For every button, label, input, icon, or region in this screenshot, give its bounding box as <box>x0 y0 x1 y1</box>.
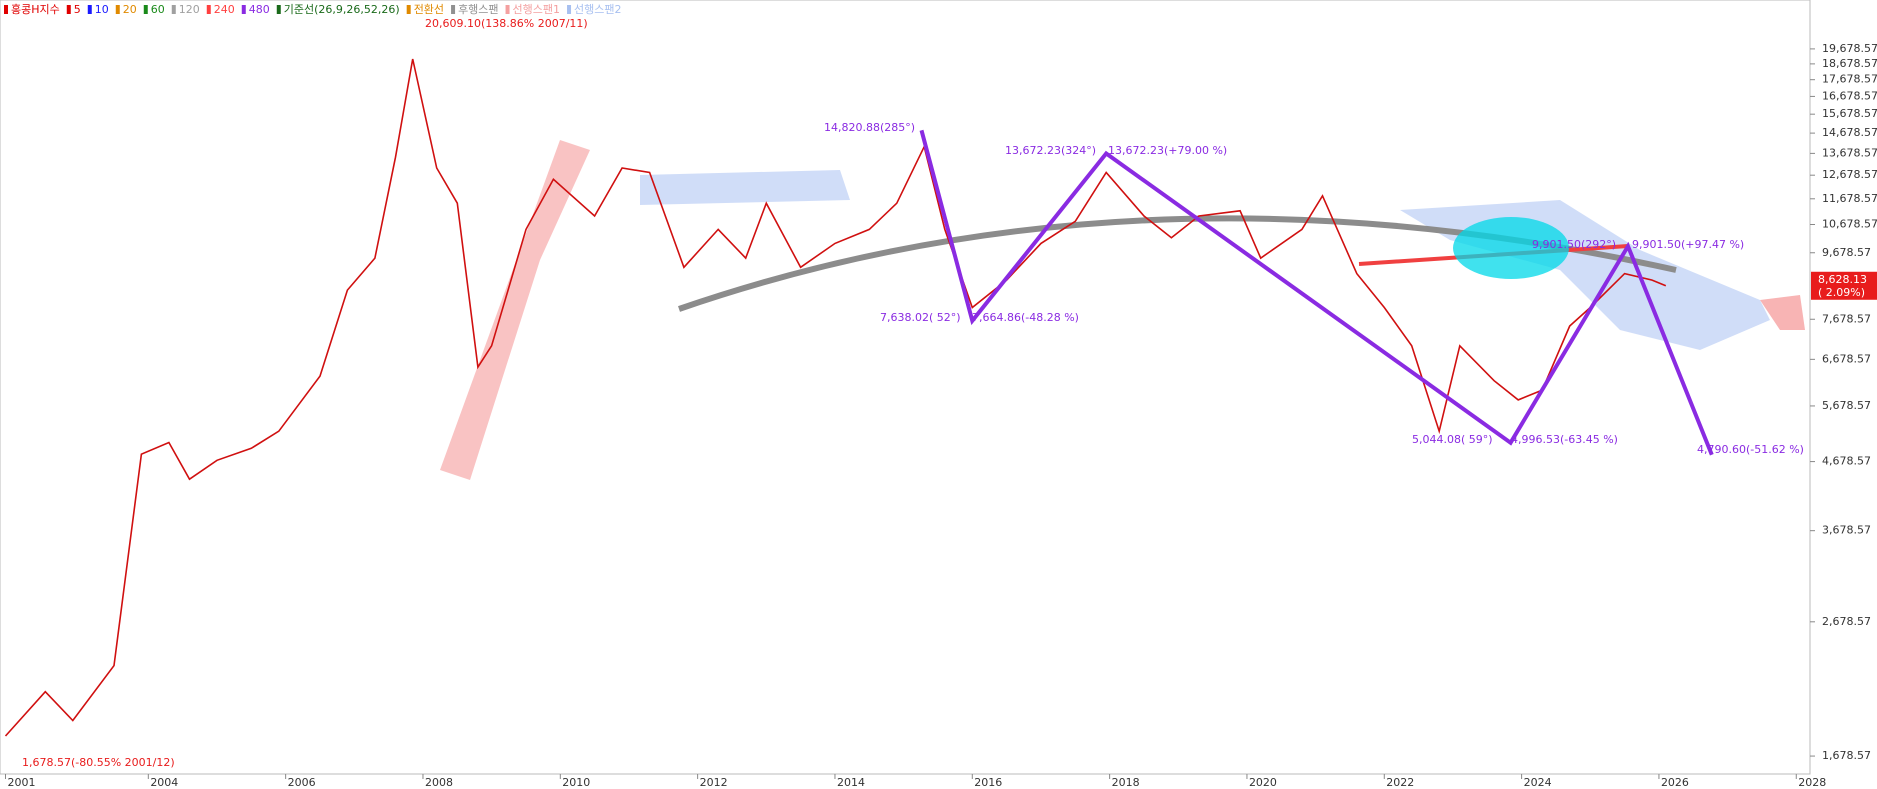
last-price-box <box>1811 271 1877 300</box>
x-tick-label: 2024 <box>1524 776 1552 789</box>
legend-swatch <box>505 5 510 14</box>
y-tick-label: 15,678.57 <box>1822 107 1877 120</box>
legend-swatch <box>171 5 176 14</box>
annotation: 1,678.57(-80.55% 2001/12) <box>22 756 175 769</box>
x-tick-label: 2028 <box>1798 776 1826 789</box>
x-tick-label: 2008 <box>425 776 453 789</box>
y-tick-label: 13,678.57 <box>1822 146 1877 159</box>
annotation: 7,664.86(-48.28 %) <box>972 311 1079 324</box>
last-price-label: 8,628.13 <box>1818 273 1867 286</box>
annotation: 7,638.02( 52°) <box>880 311 961 324</box>
legend-label: 480 <box>249 3 270 16</box>
legend-label: 후행스팬 <box>458 3 498 16</box>
x-tick-label: 2014 <box>837 776 865 789</box>
x-tick-label: 2012 <box>700 776 728 789</box>
highlight-ellipse <box>1453 217 1569 279</box>
legend-swatch <box>143 5 148 14</box>
legend-swatch <box>451 5 456 14</box>
legend-swatch <box>206 5 211 14</box>
legend-label: 120 <box>179 3 200 16</box>
legend-label: 선행스팬2 <box>574 3 621 16</box>
price-line <box>4 58 1667 737</box>
annotation: 9,901.50(+97.47 %) <box>1632 238 1744 251</box>
legend-swatch <box>66 5 71 14</box>
legend-label: 20 <box>123 3 137 16</box>
y-tick-label: 2,678.57 <box>1822 615 1871 628</box>
x-tick-label: 2010 <box>562 776 590 789</box>
annotation: 5,044.08( 59°) <box>1412 433 1493 446</box>
legend-swatch <box>567 5 572 14</box>
legend-label: 전환선 <box>414 3 444 16</box>
legend-label: 60 <box>151 3 165 16</box>
y-tick-label: 6,678.57 <box>1822 352 1871 365</box>
x-tick-label: 2018 <box>1112 776 1140 789</box>
legend-label: 기준선(26,9,26,52,26) <box>284 3 400 16</box>
y-tick-label: 5,678.57 <box>1822 399 1871 412</box>
legend-label: 10 <box>95 3 109 16</box>
legend-swatch <box>4 5 8 14</box>
y-tick-label: 7,678.57 <box>1822 312 1871 325</box>
annotation: 20,609.10(138.86% 2007/11) <box>425 17 588 30</box>
y-tick-label: 10,678.57 <box>1822 218 1877 231</box>
x-tick-label: 2026 <box>1661 776 1689 789</box>
annotation: 13,672.23(324°) <box>1005 144 1096 157</box>
cloud <box>440 140 590 480</box>
y-tick-label: 19,678.57 <box>1822 42 1877 55</box>
legend-label: 5 <box>74 3 81 16</box>
y-tick-label: 11,678.57 <box>1822 192 1877 205</box>
legend-swatch <box>241 5 246 14</box>
legend-swatch <box>276 5 281 14</box>
price-line <box>919 129 1714 456</box>
legend-label: 선행스팬1 <box>513 3 560 16</box>
annotation: 13,672.23(+79.00 %) <box>1108 144 1227 157</box>
y-tick-label: 14,678.57 <box>1822 126 1877 139</box>
y-tick-label: 16,678.57 <box>1822 89 1877 102</box>
annotation: 4,790.60(-51.62 %) <box>1697 443 1804 456</box>
cloud <box>1760 295 1805 330</box>
y-tick-label: 18,678.57 <box>1822 57 1877 70</box>
x-tick-label: 2006 <box>288 776 316 789</box>
x-tick-label: 2001 <box>7 776 35 789</box>
x-tick-label: 2016 <box>974 776 1002 789</box>
cloud <box>640 170 850 205</box>
annotation: 4,996.53(-63.45 %) <box>1511 433 1618 446</box>
legend-label: 홍콩H지수 <box>11 2 60 16</box>
y-tick-label: 4,678.57 <box>1822 455 1871 468</box>
y-tick-label: 12,678.57 <box>1822 168 1877 181</box>
x-tick-label: 2022 <box>1386 776 1414 789</box>
x-tick-label: 2020 <box>1249 776 1277 789</box>
legend-swatch <box>87 5 92 14</box>
y-tick-label: 1,678.57 <box>1822 749 1871 762</box>
legend-swatch <box>406 5 411 14</box>
legend-swatch <box>115 5 120 14</box>
plot-area <box>0 0 1811 775</box>
annotation: 14,820.88(285°) <box>824 121 915 134</box>
y-tick-label: 17,678.57 <box>1822 73 1877 86</box>
last-price-change: ( 2.09%) <box>1818 286 1865 299</box>
y-tick-label: 3,678.57 <box>1822 524 1871 537</box>
y-tick-label: 9,678.57 <box>1822 246 1871 259</box>
x-tick-label: 2004 <box>150 776 178 789</box>
legend-label: 240 <box>214 3 235 16</box>
annotation: 9,901.50(292°) <box>1532 238 1616 251</box>
